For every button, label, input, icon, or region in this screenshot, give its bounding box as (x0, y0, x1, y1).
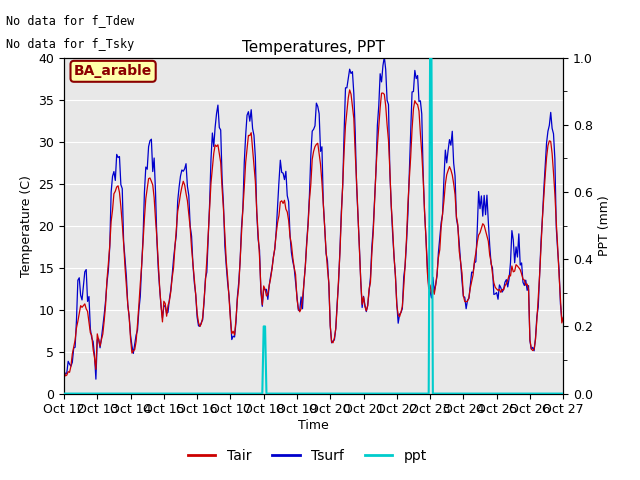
Text: No data for f_Tsky: No data for f_Tsky (6, 38, 134, 51)
Text: No data for f_Tdew: No data for f_Tdew (6, 14, 134, 27)
Title: Temperatures, PPT: Temperatures, PPT (242, 40, 385, 55)
Y-axis label: PPT (mm): PPT (mm) (598, 195, 611, 256)
Text: BA_arable: BA_arable (74, 64, 152, 78)
X-axis label: Time: Time (298, 419, 329, 432)
Legend: Tair, Tsurf, ppt: Tair, Tsurf, ppt (182, 443, 432, 468)
Y-axis label: Temperature (C): Temperature (C) (20, 175, 33, 276)
